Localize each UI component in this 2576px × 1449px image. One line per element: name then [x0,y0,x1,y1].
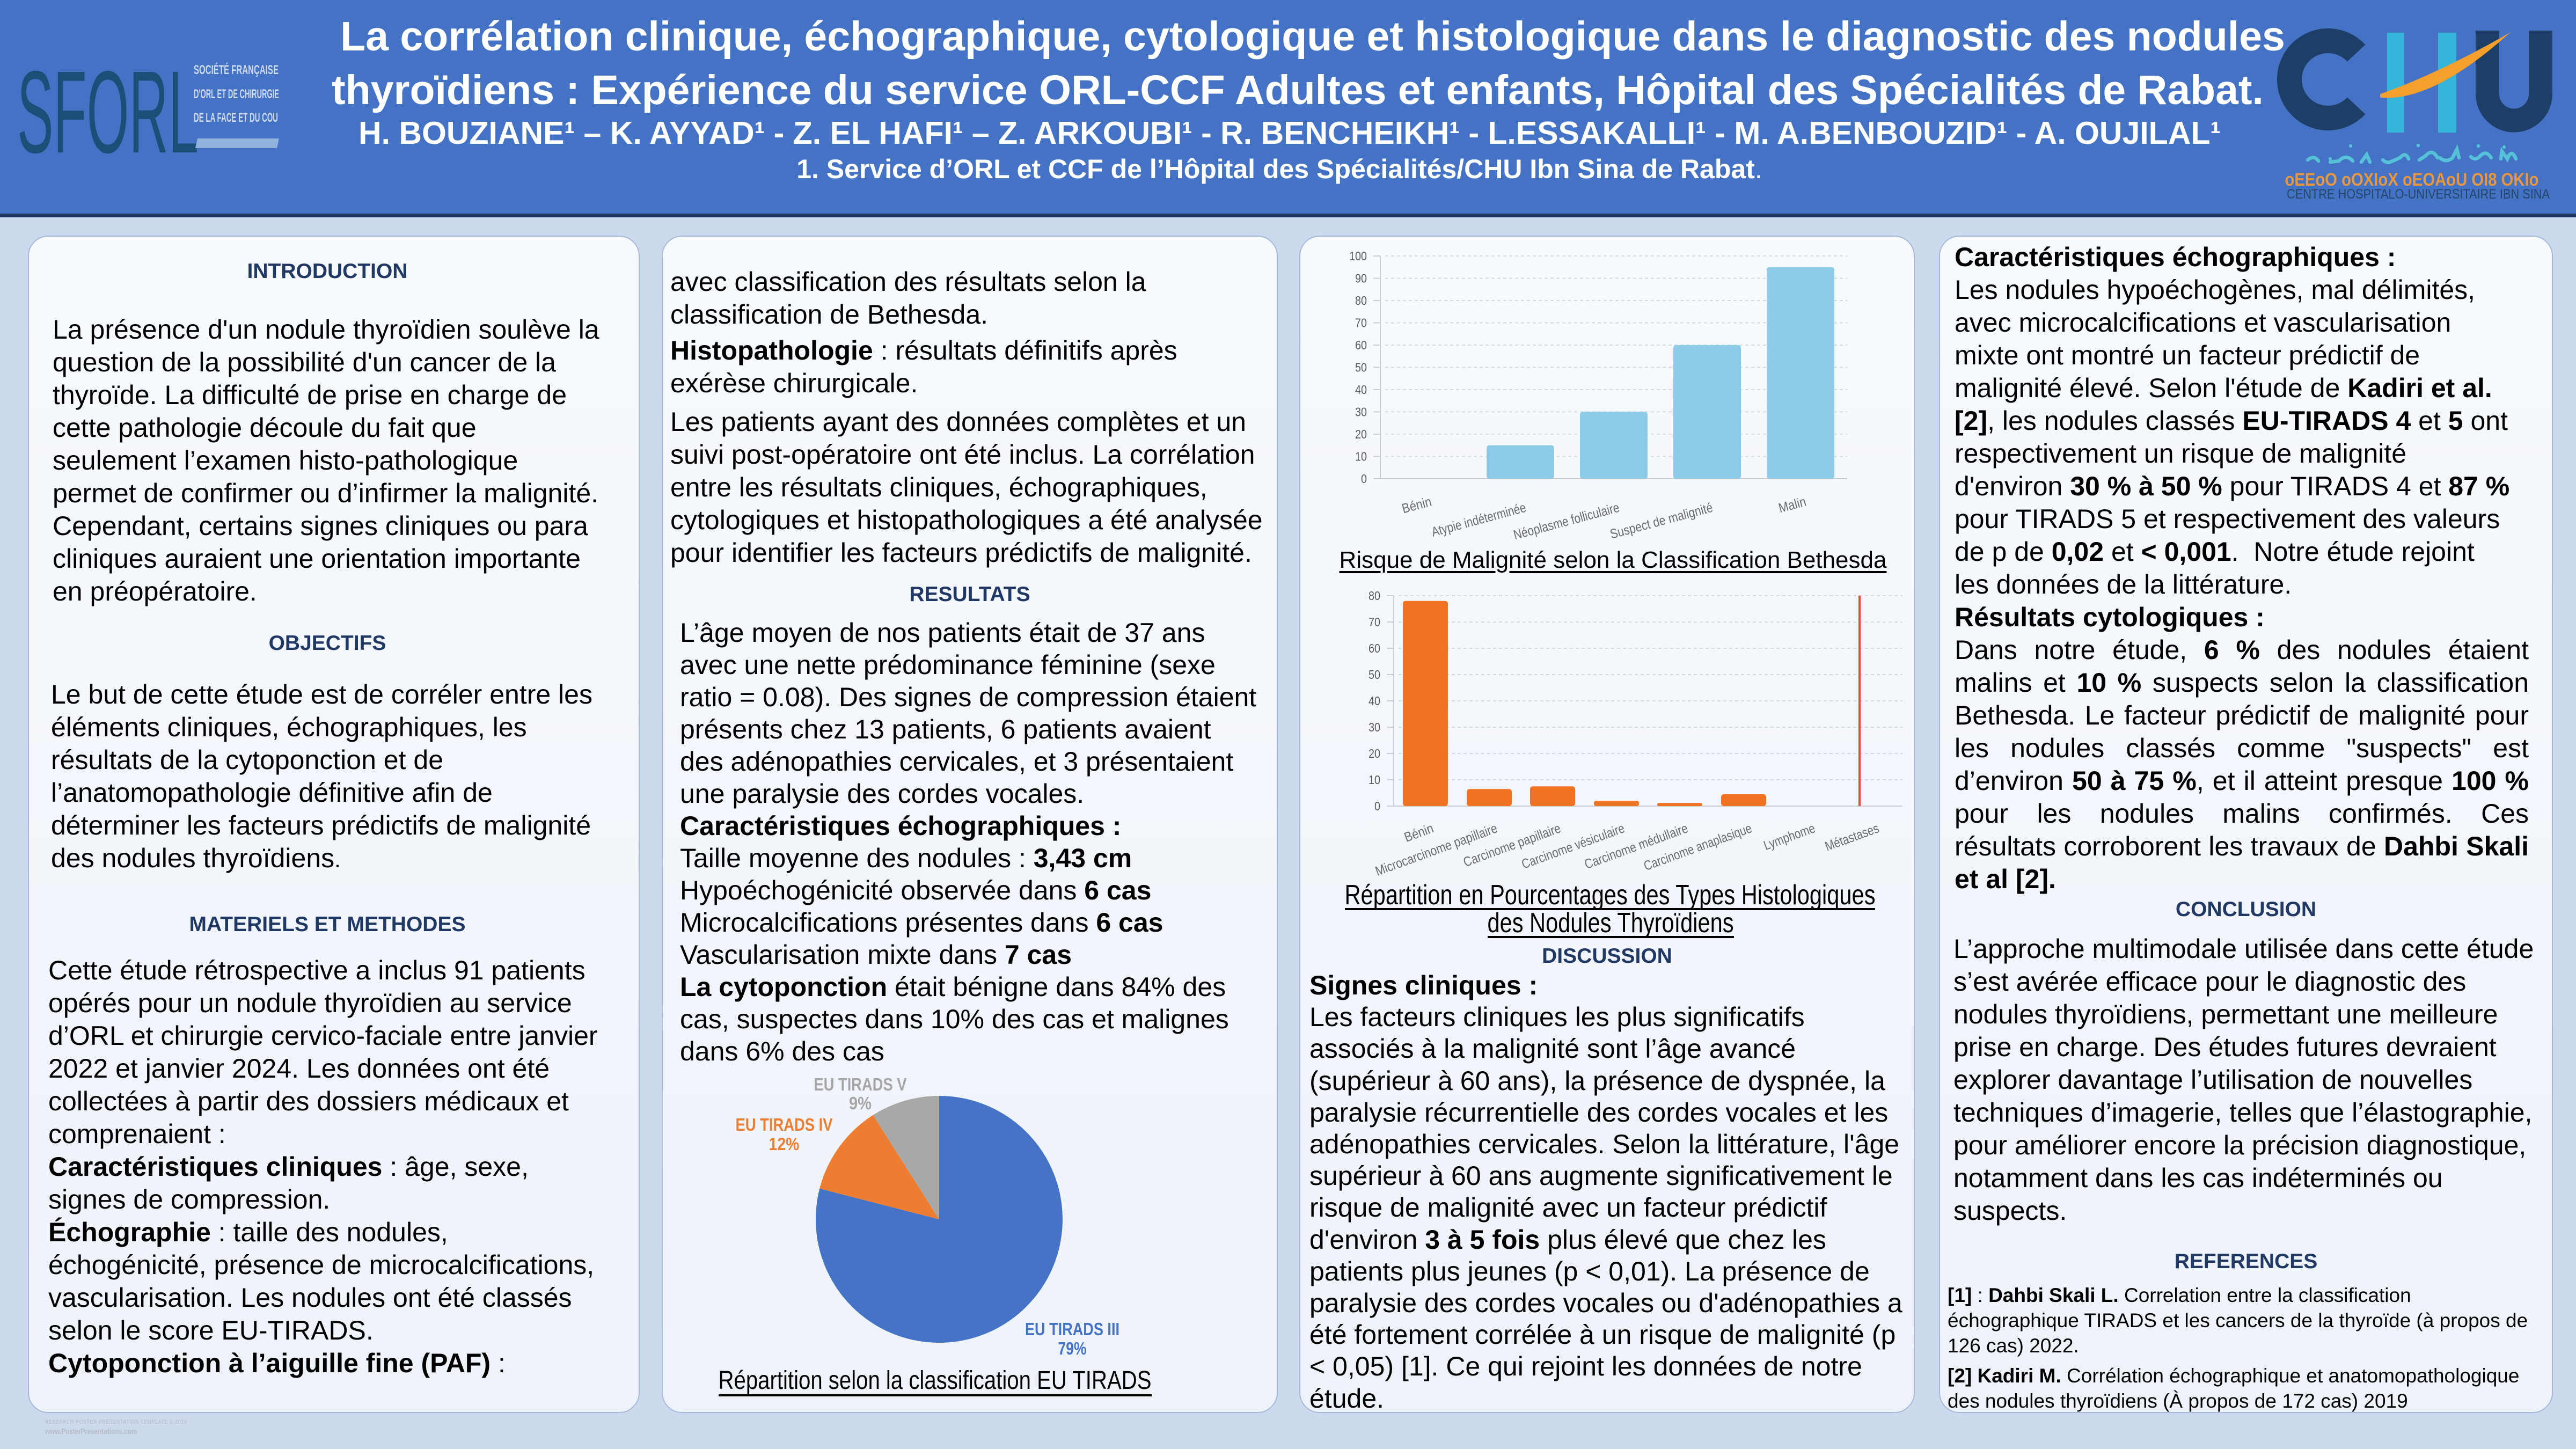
svg-text:20: 20 [1368,747,1380,760]
svg-text:Répartition selon la classific: Répartition selon la classification EU T… [719,1366,1152,1395]
svg-text:Carcinome médullaire: Carcinome médullaire [1583,821,1690,872]
svg-text:0: 0 [1361,472,1367,486]
svg-text:Suspect de malignité: Suspect de malignité [1608,500,1715,542]
svg-text:SOCIÉTÉ FRANÇAISE: SOCIÉTÉ FRANÇAISE [194,62,279,77]
svg-text:Métastases: Métastases [1823,821,1881,854]
svg-text:CENTRE HOSPITALO-UNIVERSITAIRE: CENTRE HOSPITALO-UNIVERSITAIRE IBN SINA [2287,187,2550,202]
svg-text:10: 10 [1368,773,1380,787]
svg-text:100: 100 [1349,249,1367,263]
svg-text:90: 90 [1355,272,1367,286]
svg-text:10: 10 [1355,450,1367,464]
svg-text:0: 0 [1374,799,1380,813]
svg-text:60: 60 [1355,338,1367,352]
svg-text:80: 80 [1355,294,1367,308]
svg-text:EU TIRADS III: EU TIRADS III [1025,1319,1119,1339]
svg-text:DE LA FACE ET DU COU: DE LA FACE ET DU COU [194,111,278,125]
svg-text:Néoplasme folliculaire: Néoplasme folliculaire [1512,500,1621,543]
svg-text:50: 50 [1355,361,1367,375]
svg-text:Bénin: Bénin [1402,821,1436,845]
svg-text:12%: 12% [769,1134,800,1154]
svg-text:D'ORL ET DE CHIRURGIE: D'ORL ET DE CHIRURGIE [194,87,279,101]
svg-text:30: 30 [1368,720,1380,734]
svg-text:Bénin: Bénin [1400,494,1433,517]
svg-text:SFORL: SFORL [17,56,199,174]
svg-text:20: 20 [1355,427,1367,441]
svg-text:79%: 79% [1058,1338,1087,1358]
svg-text:70: 70 [1355,316,1367,330]
svg-text:des Nodules Thyroïdiens: des Nodules Thyroïdiens [1488,908,1734,939]
svg-text:40: 40 [1368,694,1380,708]
svg-text:Répartition en Pourcentages de: Répartition en Pourcentages des Types Hi… [1345,880,1876,911]
svg-text:Lymphome: Lymphome [1762,821,1818,853]
svg-text:70: 70 [1368,615,1380,629]
svg-text:60: 60 [1368,641,1380,655]
svg-text:Carcinome anaplasique: Carcinome anaplasique [1642,821,1754,874]
svg-text:EU TIRADS IV: EU TIRADS IV [736,1115,833,1135]
svg-text:oEEoO oOXIoX oEOAoU OI8 OKIo: oEEoO oOXIoX oEOAoU OI8 OKIo [2285,170,2539,190]
svg-text:Malin: Malin [1777,494,1807,516]
svg-text:80: 80 [1368,589,1380,603]
svg-text:9%: 9% [849,1093,872,1113]
svg-text:30: 30 [1355,405,1367,419]
svg-text:EU TIRADS V: EU TIRADS V [814,1074,907,1094]
svg-text:50: 50 [1368,668,1380,682]
svg-text:40: 40 [1355,383,1367,397]
